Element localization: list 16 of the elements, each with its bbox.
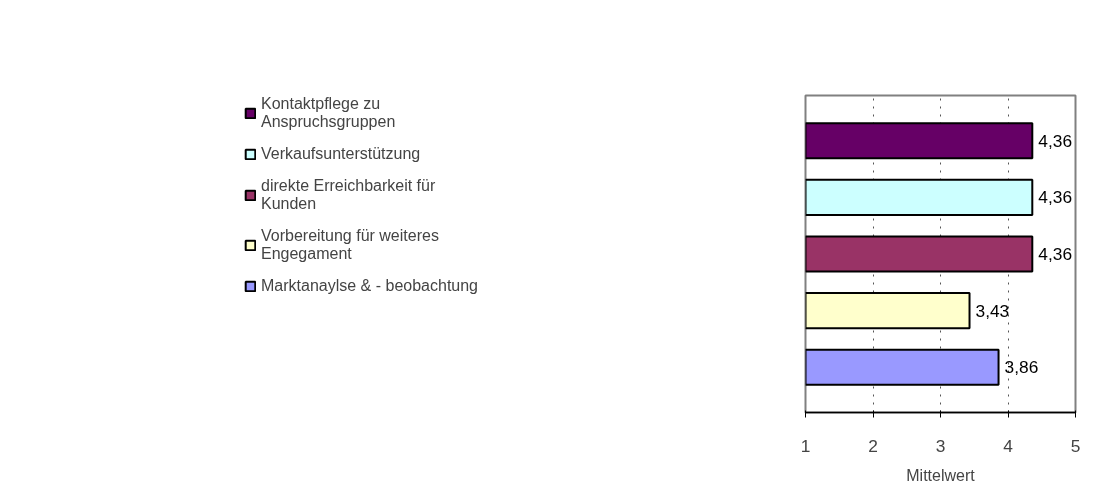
data-label: 3,86 bbox=[1004, 357, 1039, 378]
legend-label: direkte Erreichbarkeit für Kunden bbox=[261, 177, 437, 213]
legend-label: Vorbereitung für weiteres Engegament bbox=[261, 227, 440, 263]
data-label: 3,43 bbox=[975, 300, 1010, 321]
x-axis-title: Mittelwert bbox=[906, 466, 976, 484]
x-tick-label: 2 bbox=[868, 435, 878, 456]
data-label: 4,36 bbox=[1038, 130, 1073, 151]
legend-label: Verkaufsunterstützung bbox=[261, 145, 422, 163]
data-label: 4,36 bbox=[1038, 187, 1073, 208]
data-label: 4,36 bbox=[1038, 244, 1073, 264]
legend-label: Marktanaylse & - beobachtung bbox=[261, 277, 479, 295]
x-tick-label: 4 bbox=[1003, 435, 1014, 456]
legend-label: Kontaktpflege zu Anspruchsgruppen bbox=[261, 95, 397, 131]
x-tick-label: 5 bbox=[1070, 435, 1081, 456]
x-tick-label: 3 bbox=[935, 435, 946, 456]
x-tick-label: 1 bbox=[800, 435, 811, 456]
